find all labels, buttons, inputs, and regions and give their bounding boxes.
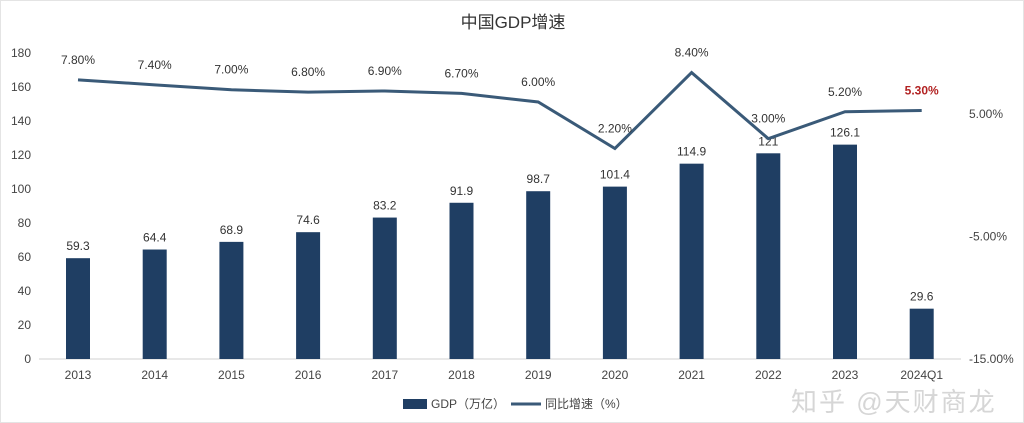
left-tick-label: 60 <box>18 250 32 264</box>
bar-data-label: 59.3 <box>66 239 90 253</box>
bar-data-label: 29.6 <box>910 290 934 304</box>
line-data-label: 8.40% <box>675 46 709 60</box>
left-tick-label: 40 <box>18 284 32 298</box>
x-tick-label: 2019 <box>525 368 552 382</box>
line-data-label: 3.00% <box>751 112 785 126</box>
line-data-label: 5.30% <box>905 84 939 98</box>
bar-data-label: 101.4 <box>600 168 630 182</box>
bar-gdp <box>219 241 244 359</box>
legend-label-gdp: GDP（万亿） <box>431 396 505 411</box>
x-tick-label: 2021 <box>678 368 705 382</box>
bar-gdp <box>602 186 627 359</box>
line-data-label: 7.40% <box>138 58 172 72</box>
line-data-label: 7.80% <box>61 53 95 67</box>
x-tick-label: 2017 <box>371 368 398 382</box>
legend-swatch-gdp <box>403 399 427 409</box>
line-data-label: 6.00% <box>521 75 555 89</box>
bar-gdp <box>679 163 704 359</box>
line-growth <box>77 70 922 151</box>
line-data-label: 6.80% <box>291 65 325 79</box>
left-tick-label: 140 <box>11 114 31 128</box>
right-tick-label: -15.00% <box>969 352 1014 366</box>
left-tick-label: 80 <box>18 216 32 230</box>
right-tick-label: -5.00% <box>969 230 1007 244</box>
x-tick-label: 2020 <box>602 368 629 382</box>
x-tick-label: 2013 <box>65 368 92 382</box>
legend-label-growth: 同比增速（%） <box>545 397 628 411</box>
left-tick-label: 120 <box>11 148 31 162</box>
bar-data-label: 83.2 <box>373 199 397 213</box>
bar-gdp <box>372 217 397 359</box>
chart-title: 中国GDP增速 <box>461 13 566 32</box>
left-tick-label: 20 <box>18 318 32 332</box>
bar-data-label: 74.6 <box>296 213 320 227</box>
left-tick-label: 100 <box>11 182 31 196</box>
bar-data-label: 64.4 <box>143 231 167 245</box>
x-tick-label: 2015 <box>218 368 245 382</box>
bar-gdp <box>296 232 321 359</box>
right-tick-label: 5.00% <box>969 107 1003 121</box>
bar-gdp <box>449 202 474 359</box>
line-data-label: 6.90% <box>368 64 402 78</box>
watermark: 知乎 @天财商龙 <box>791 387 997 417</box>
bar-data-label: 91.9 <box>450 184 474 198</box>
bar-data-label: 114.9 <box>677 145 706 159</box>
bar-gdp <box>142 249 167 359</box>
x-tick-label: 2023 <box>832 368 859 382</box>
bar-data-label: 98.7 <box>527 172 551 186</box>
line-data-label: 5.20% <box>828 85 862 99</box>
x-tick-label: 2024Q1 <box>900 368 943 382</box>
bar-gdp <box>909 308 934 359</box>
bar-data-label: 68.9 <box>220 223 244 237</box>
left-tick-label: 180 <box>11 46 31 60</box>
x-tick-label: 2022 <box>755 368 782 382</box>
bar-gdp <box>66 258 90 359</box>
x-tick-label: 2018 <box>448 368 475 382</box>
x-tick-label: 2016 <box>295 368 322 382</box>
bar-gdp <box>526 191 551 359</box>
bar-gdp <box>833 144 857 359</box>
left-tick-label: 160 <box>11 80 31 94</box>
line-data-label: 2.20% <box>598 121 632 135</box>
x-tick-label: 2014 <box>141 368 168 382</box>
bar-gdp <box>756 153 781 359</box>
legend: GDP（万亿） 同比增速（%） <box>403 396 628 411</box>
bar-data-label: 126.1 <box>830 126 860 140</box>
line-data-label: 6.70% <box>444 66 478 80</box>
line-data-label: 7.00% <box>214 63 248 77</box>
left-tick-label: 0 <box>24 352 31 366</box>
